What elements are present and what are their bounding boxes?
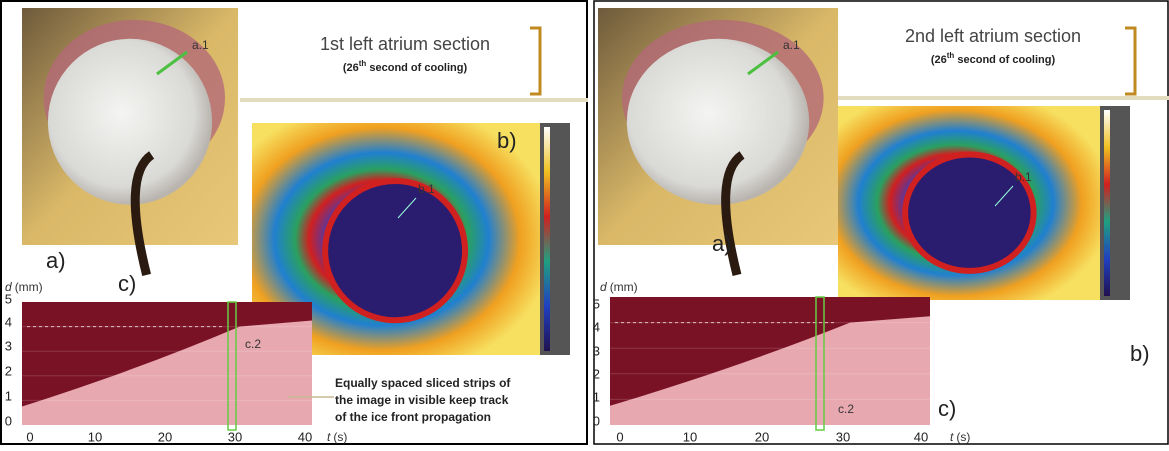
x-axis-label: t(s) xyxy=(327,430,347,444)
y-tick-label: 1 xyxy=(5,388,12,403)
label: a) xyxy=(712,231,732,256)
label: a) xyxy=(46,248,66,273)
subtitle-pre: (26 xyxy=(931,54,947,66)
label: c) xyxy=(938,396,956,421)
ice-ball xyxy=(627,39,809,205)
label: c.2 xyxy=(838,402,854,416)
y-tick-label: 2 xyxy=(593,366,600,381)
x-tick-label: 0 xyxy=(616,429,623,444)
y-tick-label: 2 xyxy=(5,363,12,378)
subtitle-pre: (26 xyxy=(343,62,359,74)
label: a.1 xyxy=(783,38,800,52)
axis-unit: (mm) xyxy=(15,280,43,294)
axis-unit: (s) xyxy=(333,430,347,444)
x-axis-label: t(s) xyxy=(950,430,970,444)
strip-image xyxy=(22,302,312,425)
note-line: Equally spaced sliced strips of xyxy=(335,376,511,390)
figure: a.11st left atrium section(26th second o… xyxy=(0,0,1169,446)
subtitle-sup: th xyxy=(359,59,367,68)
y-tick-label: 0 xyxy=(593,413,600,428)
axis-symbol: t xyxy=(327,430,331,444)
label: c) xyxy=(118,271,136,296)
thermal-image xyxy=(838,106,1130,300)
colorbar-scale xyxy=(1104,110,1110,296)
label: b) xyxy=(1130,341,1150,366)
bracket xyxy=(530,28,540,94)
section-title: 1st left atrium section xyxy=(320,34,490,54)
label: b) xyxy=(497,128,517,153)
y-tick-label: 4 xyxy=(5,314,12,329)
subtitle-post: second of cooling) xyxy=(366,62,467,74)
x-tick-label: 40 xyxy=(914,429,928,444)
label: b.1 xyxy=(418,182,435,196)
ice-ball xyxy=(48,39,212,205)
colorbar-scale xyxy=(544,127,550,351)
y-tick-label: 3 xyxy=(5,338,12,353)
axis-unit: (s) xyxy=(956,430,970,444)
x-tick-label: 20 xyxy=(755,429,769,444)
subtitle: (26th second of cooling) xyxy=(343,59,468,74)
note-line: the image in visible keep track xyxy=(335,393,509,407)
axis-unit: (mm) xyxy=(610,280,638,294)
y-axis-label: d(mm) xyxy=(600,280,638,294)
x-tick-label: 30 xyxy=(228,429,242,444)
axis-symbol: d xyxy=(600,280,607,294)
y-tick-label: 3 xyxy=(593,343,600,358)
axis-symbol: t xyxy=(950,430,954,444)
strip-image xyxy=(610,297,930,425)
label: a.1 xyxy=(192,38,209,52)
x-tick-label: 10 xyxy=(683,429,697,444)
label: c.2 xyxy=(245,337,261,351)
label: b.1 xyxy=(1015,170,1032,184)
y-tick-label: 5 xyxy=(593,296,600,311)
x-tick-label: 30 xyxy=(836,429,850,444)
subtitle-post: second of cooling) xyxy=(954,54,1055,66)
x-tick-label: 40 xyxy=(298,429,312,444)
x-tick-label: 10 xyxy=(88,429,102,444)
x-tick-label: 0 xyxy=(26,429,33,444)
subtitle: (26th second of cooling) xyxy=(931,51,1056,66)
subtitle-sup: th xyxy=(947,51,955,60)
x-tick-label: 20 xyxy=(158,429,172,444)
y-tick-label: 4 xyxy=(593,319,600,334)
y-tick-label: 1 xyxy=(593,389,600,404)
thermal-ring xyxy=(325,181,465,320)
bracket xyxy=(1125,28,1135,94)
note-line: of the ice front propagation xyxy=(335,410,491,424)
y-tick-label: 5 xyxy=(5,291,12,306)
section-title: 2nd left atrium section xyxy=(905,26,1081,46)
y-tick-label: 0 xyxy=(5,413,12,428)
